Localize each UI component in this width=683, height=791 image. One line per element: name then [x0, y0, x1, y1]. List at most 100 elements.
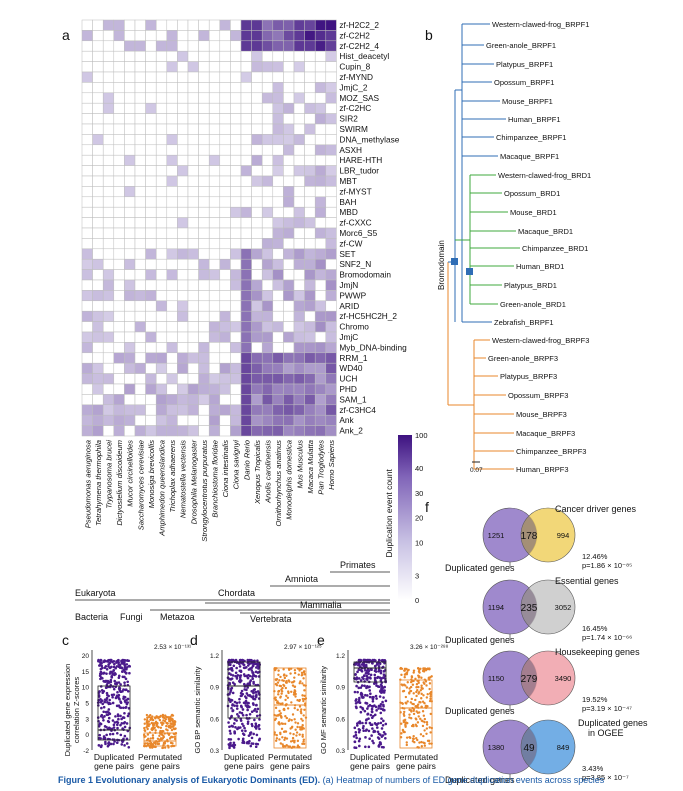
heatmap-cell	[283, 50, 295, 62]
heatmap-cell	[240, 414, 252, 426]
heatmap-cell	[208, 19, 221, 31]
boxplot-point	[98, 723, 102, 726]
heatmap-species-label: Nematostella vectensis	[179, 440, 188, 518]
boxplot-point	[300, 674, 303, 677]
heatmap-cell	[230, 40, 242, 52]
boxplot-point	[426, 739, 430, 743]
boxplot-point	[418, 668, 421, 672]
heatmap-cell	[240, 217, 252, 229]
heatmap-cell	[92, 310, 104, 322]
heatmap-cell	[102, 321, 115, 333]
boxplot-point	[357, 721, 360, 724]
heatmap-cell	[145, 290, 157, 302]
boxplot-point	[300, 671, 304, 675]
heatmap-cell	[92, 279, 104, 291]
heatmap-cell	[166, 238, 178, 250]
heatmap-cell	[145, 269, 157, 281]
heatmap-cell	[293, 248, 305, 260]
heatmap-cell	[92, 30, 104, 42]
boxplot-point	[375, 726, 379, 729]
heatmap-cell	[187, 258, 199, 270]
legend-bar	[398, 435, 412, 600]
boxplot-point	[105, 672, 108, 675]
boxplot-point	[233, 700, 237, 704]
heatmap-cell	[325, 362, 337, 374]
heatmap-cell	[219, 373, 231, 385]
heatmap-cell	[314, 290, 327, 302]
heatmap-cell	[304, 227, 316, 239]
heatmap-cell	[166, 50, 178, 62]
heatmap-cell	[187, 290, 199, 302]
heatmap-cell	[113, 279, 125, 291]
boxplot-ytick: 5	[85, 701, 89, 708]
heatmap-cell	[92, 414, 104, 426]
heatmap-cell	[155, 196, 168, 208]
boxplot-point	[229, 667, 232, 670]
heatmap-cell	[177, 310, 189, 322]
boxplot-point	[167, 746, 170, 749]
heatmap-cell	[81, 30, 93, 42]
boxplot-point	[301, 682, 304, 685]
heatmap-cell	[198, 92, 210, 104]
venn-pvalue: p=3.19 × 10⁻⁴⁷	[582, 704, 632, 713]
heatmap-cell	[304, 82, 316, 94]
boxplot-point	[115, 665, 119, 668]
heatmap-cell	[325, 50, 337, 62]
heatmap-cell	[325, 227, 337, 239]
boxplot-point	[419, 689, 422, 692]
heatmap-cell	[251, 342, 263, 354]
boxplot-point	[126, 714, 130, 718]
heatmap-cell	[124, 227, 136, 239]
boxplot-point	[251, 742, 255, 745]
heatmap-domain-label: Myb_DNA-binding	[339, 342, 407, 352]
boxplot-point	[296, 699, 299, 702]
boxplot-point	[103, 736, 107, 740]
tree-leaf-label: Mouse_BRPF3	[516, 410, 567, 419]
heatmap-cell	[198, 206, 210, 218]
heatmap-cell	[283, 113, 295, 125]
boxplot-point	[279, 712, 282, 715]
boxplot-point	[406, 700, 409, 703]
heatmap-cell	[124, 144, 136, 156]
boxplot-point	[293, 671, 297, 675]
boxplot-point	[357, 698, 361, 702]
boxplot-point	[234, 658, 238, 662]
heatmap-domain-label: zf-C3HC4	[339, 405, 376, 415]
heatmap-cell	[102, 50, 115, 62]
boxplot-point	[287, 679, 290, 682]
heatmap-cell	[198, 113, 210, 125]
heatmap-cell	[134, 404, 146, 416]
boxplot-point	[252, 691, 255, 695]
boxplot-point	[408, 716, 411, 719]
boxplot-point	[370, 710, 374, 713]
heatmap-cell	[145, 165, 157, 177]
heatmap-cell	[219, 175, 231, 187]
boxplot-point	[246, 722, 250, 725]
boxplot-point	[408, 736, 412, 740]
boxplot-point	[254, 695, 258, 699]
boxplot-point	[242, 682, 246, 686]
heatmap-cell	[92, 71, 104, 83]
heatmap: zf-H2C2_2zf-C2H2zf-C2H2_4Hist_deacetylCu…	[81, 19, 407, 542]
boxplot-point	[292, 693, 296, 696]
heatmap-cell	[177, 352, 189, 364]
heatmap-cell	[177, 290, 189, 302]
heatmap-cell	[81, 196, 93, 208]
boxplot-point	[120, 722, 124, 725]
boxplot-point	[409, 689, 413, 693]
boxplot-point	[159, 726, 163, 729]
boxplot-point	[378, 676, 381, 679]
heatmap-cell	[177, 113, 189, 125]
heatmap-cell	[261, 362, 274, 374]
boxplot-xlabel: Duplicated	[94, 752, 134, 762]
heatmap-cell	[92, 61, 104, 73]
heatmap-cell	[134, 50, 146, 62]
caption-lead: Figure 1	[58, 775, 94, 785]
heatmap-cell	[251, 227, 263, 239]
heatmap-cell	[251, 383, 263, 395]
heatmap-cell	[124, 134, 136, 146]
boxplot-point	[254, 670, 258, 674]
heatmap-cell	[155, 248, 168, 260]
heatmap-cell	[113, 71, 125, 83]
boxplot-point	[370, 704, 374, 708]
